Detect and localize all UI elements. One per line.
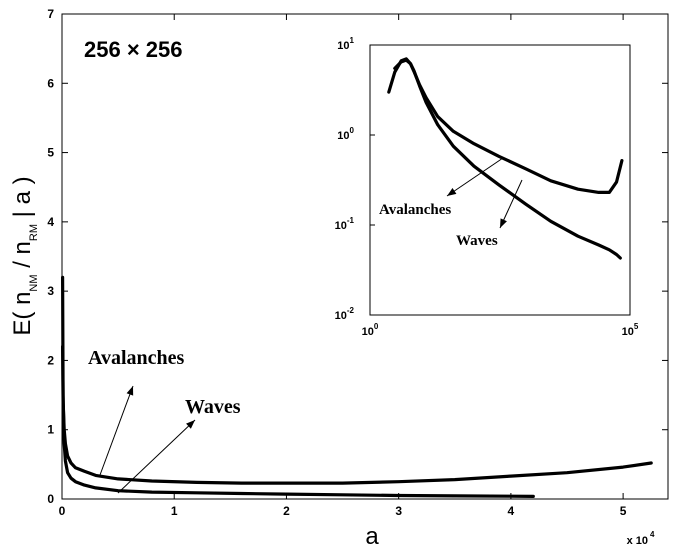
inset-y-tick-label: 10-2	[335, 306, 355, 322]
main-annotation-avalanches: Avalanches	[88, 347, 185, 369]
main-y-tick-label: 1	[47, 423, 54, 437]
main-y-tick-label: 3	[47, 284, 54, 298]
y-label-sub-nm: NM	[28, 274, 40, 291]
inset-y-tick-label: 10-1	[335, 216, 355, 232]
main-annotation-arrows	[99, 385, 196, 494]
main-x-tick-label: 5	[620, 504, 627, 518]
inset-annotation-waves: Waves	[456, 233, 498, 249]
main-series-group	[60, 275, 653, 498]
main-plot-frame	[61, 13, 669, 500]
main-series-waves	[60, 275, 535, 498]
inset-y-axis: 10-2 10-1 100 101	[335, 36, 375, 322]
main-y-tick-label: 4	[47, 215, 54, 229]
inset-plot-frame	[369, 44, 631, 316]
svg-text:E( nNM / nRM | a ): E( nNM / nRM | a )	[9, 176, 40, 335]
inset-annotation-arrows	[446, 157, 523, 229]
main-y-tick-label: 6	[47, 76, 54, 90]
main-x-tick-label: 2	[283, 504, 290, 518]
y-label-suffix: | a )	[9, 176, 36, 224]
y-label-prefix: E( n	[9, 292, 36, 336]
inset-x-tick-label: 100	[362, 322, 379, 338]
inset-y-tick-label: 100	[337, 126, 354, 142]
main-y-tick-label: 0	[47, 492, 54, 506]
main-arrow-avalanches	[99, 385, 134, 476]
main-arrow-waves	[117, 419, 196, 494]
y-label-sub-rm: RM	[28, 224, 40, 241]
inset-x-axis: 100 105	[362, 310, 639, 338]
x-multiplier-label: x 10	[627, 535, 648, 547]
main-y-tick-label: 7	[47, 7, 54, 21]
inset-series-group	[387, 57, 624, 260]
main-y-tick-label: 5	[47, 146, 54, 160]
main-x-tick-label: 0	[59, 504, 66, 518]
system-size-label: 256 × 256	[84, 37, 182, 62]
main-y-tick-label: 2	[47, 353, 54, 367]
main-x-tick-label: 1	[171, 504, 178, 518]
main-x-tick-label: 3	[395, 504, 402, 518]
main-y-axis: 0 1 2 3 4 5 6 7	[47, 7, 668, 506]
inset-arrow-waves	[499, 179, 523, 229]
inset-background	[370, 45, 630, 315]
inset-x-tick-label: 105	[622, 322, 639, 338]
main-x-axis-label: a	[365, 523, 379, 550]
main-series-avalanches	[60, 345, 653, 485]
inset-y-tick-label: 101	[337, 36, 354, 52]
x-multiplier-exponent: 4	[650, 530, 655, 539]
main-annotation-waves: Waves	[185, 396, 241, 418]
y-label-mid: / n	[9, 241, 36, 274]
main-panel: 0 1 2 3 4 5 0 1 2 3 4 5 6 7 256 × 256 a x 10 4 E( nN…	[9, 7, 669, 550]
inset-panel: 100 105 10-2 10-1 100 101 Avalanches Waves	[335, 36, 639, 338]
inset-annotation-avalanches: Avalanches	[379, 202, 451, 218]
inset-arrow-avalanches	[446, 157, 504, 197]
main-x-tick-label: 4	[508, 504, 515, 518]
inset-series-waves	[393, 58, 622, 260]
main-y-axis-label: E( nNM / nRM | a )	[9, 176, 40, 335]
